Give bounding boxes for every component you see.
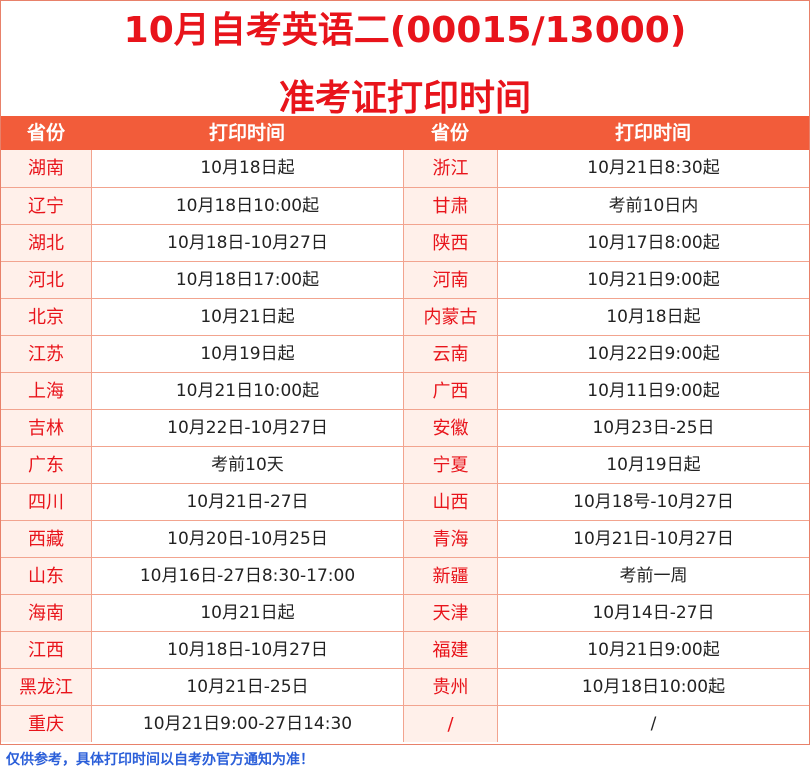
print-time-left-cell: 10月18日10:00起 <box>91 188 403 224</box>
table-row: 西藏 10月20日-10月25日 青海 10月21日-10月27日 <box>1 520 809 557</box>
province-left-cell: 辽宁 <box>1 188 91 224</box>
province-left-cell: 海南 <box>1 595 91 631</box>
province-right-cell: 广西 <box>403 373 497 409</box>
header-province-right: 省份 <box>430 122 469 144</box>
table-row: 吉林 10月22日-10月27日 安徽 10月23日-25日 <box>1 409 809 446</box>
page-subtitle: 准考证打印时间 <box>278 78 531 119</box>
print-time-right-cell: 10月22日9:00起 <box>497 336 809 372</box>
print-time-left-cell: 10月18日起 <box>91 150 403 187</box>
province-right-cell: 内蒙古 <box>403 299 497 335</box>
province-left-cell: 黑龙江 <box>1 669 91 705</box>
title-area: 10月自考英语二(00015/13000) 准考证打印时间 <box>1 1 809 119</box>
province-left-cell: 广东 <box>1 447 91 483</box>
print-time-left-cell: 10月16日-27日8:30-17:00 <box>91 558 403 594</box>
print-time-left-cell: 10月22日-10月27日 <box>91 410 403 446</box>
province-right-cell: 福建 <box>403 632 497 668</box>
print-time-right-cell: 10月19日起 <box>497 447 809 483</box>
print-time-right-cell: 10月18号-10月27日 <box>497 484 809 520</box>
print-time-left-cell: 10月19日起 <box>91 336 403 372</box>
print-time-right-cell: 10月21日9:00起 <box>497 262 809 298</box>
print-time-right-cell: / <box>497 706 809 742</box>
print-time-left-cell: 10月21日-25日 <box>91 669 403 705</box>
footer-note: 仅供参考，具体打印时间以自考办官方通知为准！ <box>6 752 314 768</box>
print-time-left-cell: 10月21日9:00-27日14:30 <box>91 706 403 742</box>
province-right-cell: 浙江 <box>403 150 497 187</box>
print-time-right-cell: 考前一周 <box>497 558 809 594</box>
table-row: 四川 10月21日-27日 山西 10月18号-10月27日 <box>1 483 809 520</box>
province-right-cell: 甘肃 <box>403 188 497 224</box>
print-time-left-cell: 10月21日-27日 <box>91 484 403 520</box>
table-row: 重庆 10月21日9:00-27日14:30// <box>1 705 809 742</box>
province-right-cell: 安徽 <box>403 410 497 446</box>
table-row: 上海 10月21日10:00起 广西 10月11日9:00起 <box>1 372 809 409</box>
province-right-cell: 山西 <box>403 484 497 520</box>
province-left-cell: 北京 <box>1 299 91 335</box>
print-time-right-cell: 10月21日-10月27日 <box>497 521 809 557</box>
print-time-right-cell: 考前10日内 <box>497 188 809 224</box>
province-right-cell: 宁夏 <box>403 447 497 483</box>
province-left-cell: 上海 <box>1 373 91 409</box>
province-left-cell: 湖北 <box>1 225 91 261</box>
table-row: 湖南 10月18日起 浙江 10月21日8:30起 <box>1 150 809 187</box>
table-row: 江苏 10月19日起 云南 10月22日9:00起 <box>1 335 809 372</box>
table-row: 江西 10月18日-10月27日 福建 10月21日9:00起 <box>1 631 809 668</box>
print-time-left-cell: 10月21日起 <box>91 595 403 631</box>
print-time-left-cell: 10月21日10:00起 <box>91 373 403 409</box>
print-time-right-cell: 10月11日9:00起 <box>497 373 809 409</box>
header-time-left: 打印时间 <box>208 122 285 144</box>
table-header: 省份 打印时间 省份 打印时间 <box>1 116 809 150</box>
table-row: 北京 10月21日起 内蒙古 10月18日起 <box>1 298 809 335</box>
print-time-right-cell: 10月17日8:00起 <box>497 225 809 261</box>
province-left-cell: 重庆 <box>1 706 91 742</box>
print-time-left-cell: 10月20日-10月25日 <box>91 521 403 557</box>
header-time-right: 打印时间 <box>614 122 691 144</box>
page-title: 10月自考英语二(00015/13000) <box>123 10 687 51</box>
table-row: 辽宁 10月18日10:00起 甘肃 考前10日内 <box>1 187 809 224</box>
print-time-left-cell: 10月18日-10月27日 <box>91 632 403 668</box>
province-left-cell: 吉林 <box>1 410 91 446</box>
province-right-cell: 天津 <box>403 595 497 631</box>
province-right-cell: 新疆 <box>403 558 497 594</box>
table-row: 广东 考前10天 宁夏 10月19日起 <box>1 446 809 483</box>
province-left-cell: 河北 <box>1 262 91 298</box>
print-time-right-cell: 10月21日8:30起 <box>497 150 809 187</box>
print-time-right-cell: 10月21日9:00起 <box>497 632 809 668</box>
province-left-cell: 湖南 <box>1 150 91 187</box>
print-time-right-cell: 10月18日起 <box>497 299 809 335</box>
province-left-cell: 西藏 <box>1 521 91 557</box>
province-right-cell: 青海 <box>403 521 497 557</box>
print-time-right-cell: 10月18日10:00起 <box>497 669 809 705</box>
print-time-right-cell: 10月14日-27日 <box>497 595 809 631</box>
header-province-left: 省份 <box>26 122 65 144</box>
province-left-cell: 江西 <box>1 632 91 668</box>
province-left-cell: 江苏 <box>1 336 91 372</box>
table-body: 湖南 10月18日起 浙江 10月21日8:30起 辽宁 10月18日10:00起 甘肃 考前… <box>1 150 809 742</box>
table-row: 海南 10月21日起 天津 10月14日-27日 <box>1 594 809 631</box>
province-left-cell: 四川 <box>1 484 91 520</box>
province-right-cell: 贵州 <box>403 669 497 705</box>
print-time-left-cell: 10月21日起 <box>91 299 403 335</box>
table-row: 河北 10月18日17:00起 河南 10月21日9:00起 <box>1 261 809 298</box>
print-time-left-cell: 10月18日17:00起 <box>91 262 403 298</box>
table-row: 黑龙江 10月21日-25日 贵州 10月18日10:00起 <box>1 668 809 705</box>
table-row: 湖北 10月18日-10月27日 陕西 10月17日8:00起 <box>1 224 809 261</box>
print-time-left-cell: 10月18日-10月27日 <box>91 225 403 261</box>
print-time-left-cell: 考前10天 <box>91 447 403 483</box>
table-row: 山东 10月16日-27日8:30-17:00 新疆 考前一周 <box>1 557 809 594</box>
province-right-cell: 云南 <box>403 336 497 372</box>
province-right-cell: 陕西 <box>403 225 497 261</box>
province-left-cell: 山东 <box>1 558 91 594</box>
print-time-right-cell: 10月23日-25日 <box>497 410 809 446</box>
province-right-cell: 河南 <box>403 262 497 298</box>
province-right-cell: / <box>403 706 497 742</box>
